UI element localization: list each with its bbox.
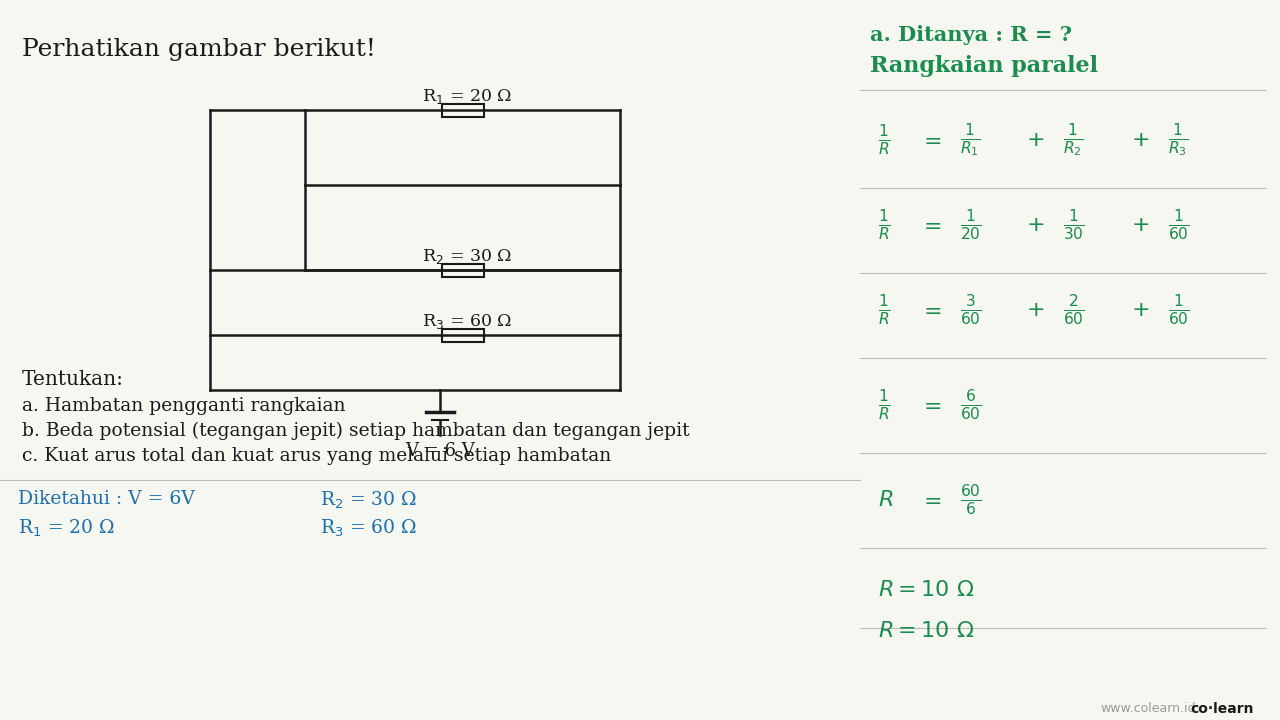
Text: V = 6 V: V = 6 V — [406, 442, 475, 460]
Text: $\frac{1}{R_3}$: $\frac{1}{R_3}$ — [1169, 121, 1188, 158]
Text: $\frac{1}{20}$: $\frac{1}{20}$ — [960, 207, 982, 243]
Text: $R = 10\ \Omega$: $R = 10\ \Omega$ — [878, 579, 974, 601]
Text: $R = 10\ \Omega$: $R = 10\ \Omega$ — [878, 620, 974, 642]
Text: Diketahui : V = 6V: Diketahui : V = 6V — [18, 490, 195, 508]
Text: b. Beda potensial (tegangan jepit) setiap hambatan dan tegangan jepit: b. Beda potensial (tegangan jepit) setia… — [22, 422, 690, 440]
Text: c. Kuat arus total dan kuat arus yang melalui setiap hambatan: c. Kuat arus total dan kuat arus yang me… — [22, 447, 612, 465]
Text: $\frac{1}{R_2}$: $\frac{1}{R_2}$ — [1062, 121, 1083, 158]
Bar — [442, 328, 484, 341]
Text: $\frac{1}{60}$: $\frac{1}{60}$ — [1169, 207, 1190, 243]
Text: $\frac{3}{60}$: $\frac{3}{60}$ — [960, 292, 982, 328]
Text: a. Ditanya : R = ?: a. Ditanya : R = ? — [870, 25, 1073, 45]
Text: Tentukan:: Tentukan: — [22, 370, 124, 389]
Text: $\frac{6}{60}$: $\frac{6}{60}$ — [960, 387, 982, 423]
Text: $\frac{1}{30}$: $\frac{1}{30}$ — [1062, 207, 1085, 243]
Text: $\frac{1}{R}$: $\frac{1}{R}$ — [878, 122, 891, 158]
Text: $\frac{1}{60}$: $\frac{1}{60}$ — [1169, 292, 1190, 328]
Text: $=$: $=$ — [919, 299, 941, 321]
Text: $=$: $=$ — [919, 129, 941, 151]
Text: $\frac{1}{R}$: $\frac{1}{R}$ — [878, 387, 891, 423]
Text: $+$: $+$ — [1025, 214, 1044, 236]
Text: www.colearn.id: www.colearn.id — [1100, 702, 1196, 715]
Text: $+$: $+$ — [1025, 129, 1044, 151]
Text: R$_3$ = 60 Ω: R$_3$ = 60 Ω — [422, 312, 512, 331]
Text: $=$: $=$ — [919, 214, 941, 236]
Text: $\frac{1}{R}$: $\frac{1}{R}$ — [878, 207, 891, 243]
Text: $=$: $=$ — [919, 489, 941, 511]
Text: R$_1$ = 20 Ω: R$_1$ = 20 Ω — [422, 87, 512, 106]
Text: $+$: $+$ — [1025, 299, 1044, 321]
Text: Rangkaian paralel: Rangkaian paralel — [870, 55, 1098, 77]
Text: $+$: $+$ — [1130, 129, 1149, 151]
Bar — [442, 264, 484, 276]
Text: $\frac{60}{6}$: $\frac{60}{6}$ — [960, 482, 982, 518]
Text: R$_3$ = 60 Ω: R$_3$ = 60 Ω — [320, 518, 417, 539]
Text: R$_2$ = 30 Ω: R$_2$ = 30 Ω — [422, 247, 512, 266]
Text: a. Hambatan pengganti rangkaian: a. Hambatan pengganti rangkaian — [22, 397, 346, 415]
Text: $\frac{1}{R}$: $\frac{1}{R}$ — [878, 292, 891, 328]
Text: R$_2$ = 30 Ω: R$_2$ = 30 Ω — [320, 490, 417, 511]
Text: $\frac{1}{R_1}$: $\frac{1}{R_1}$ — [960, 121, 980, 158]
Text: co·learn: co·learn — [1190, 702, 1253, 716]
Text: $\frac{2}{60}$: $\frac{2}{60}$ — [1062, 292, 1085, 328]
Text: $+$: $+$ — [1130, 214, 1149, 236]
Text: $+$: $+$ — [1130, 299, 1149, 321]
Bar — [442, 104, 484, 117]
Text: $=$: $=$ — [919, 394, 941, 416]
Text: Perhatikan gambar berikut!: Perhatikan gambar berikut! — [22, 38, 376, 61]
Text: $R$: $R$ — [878, 489, 893, 511]
Text: R$_1$ = 20 Ω: R$_1$ = 20 Ω — [18, 518, 115, 539]
